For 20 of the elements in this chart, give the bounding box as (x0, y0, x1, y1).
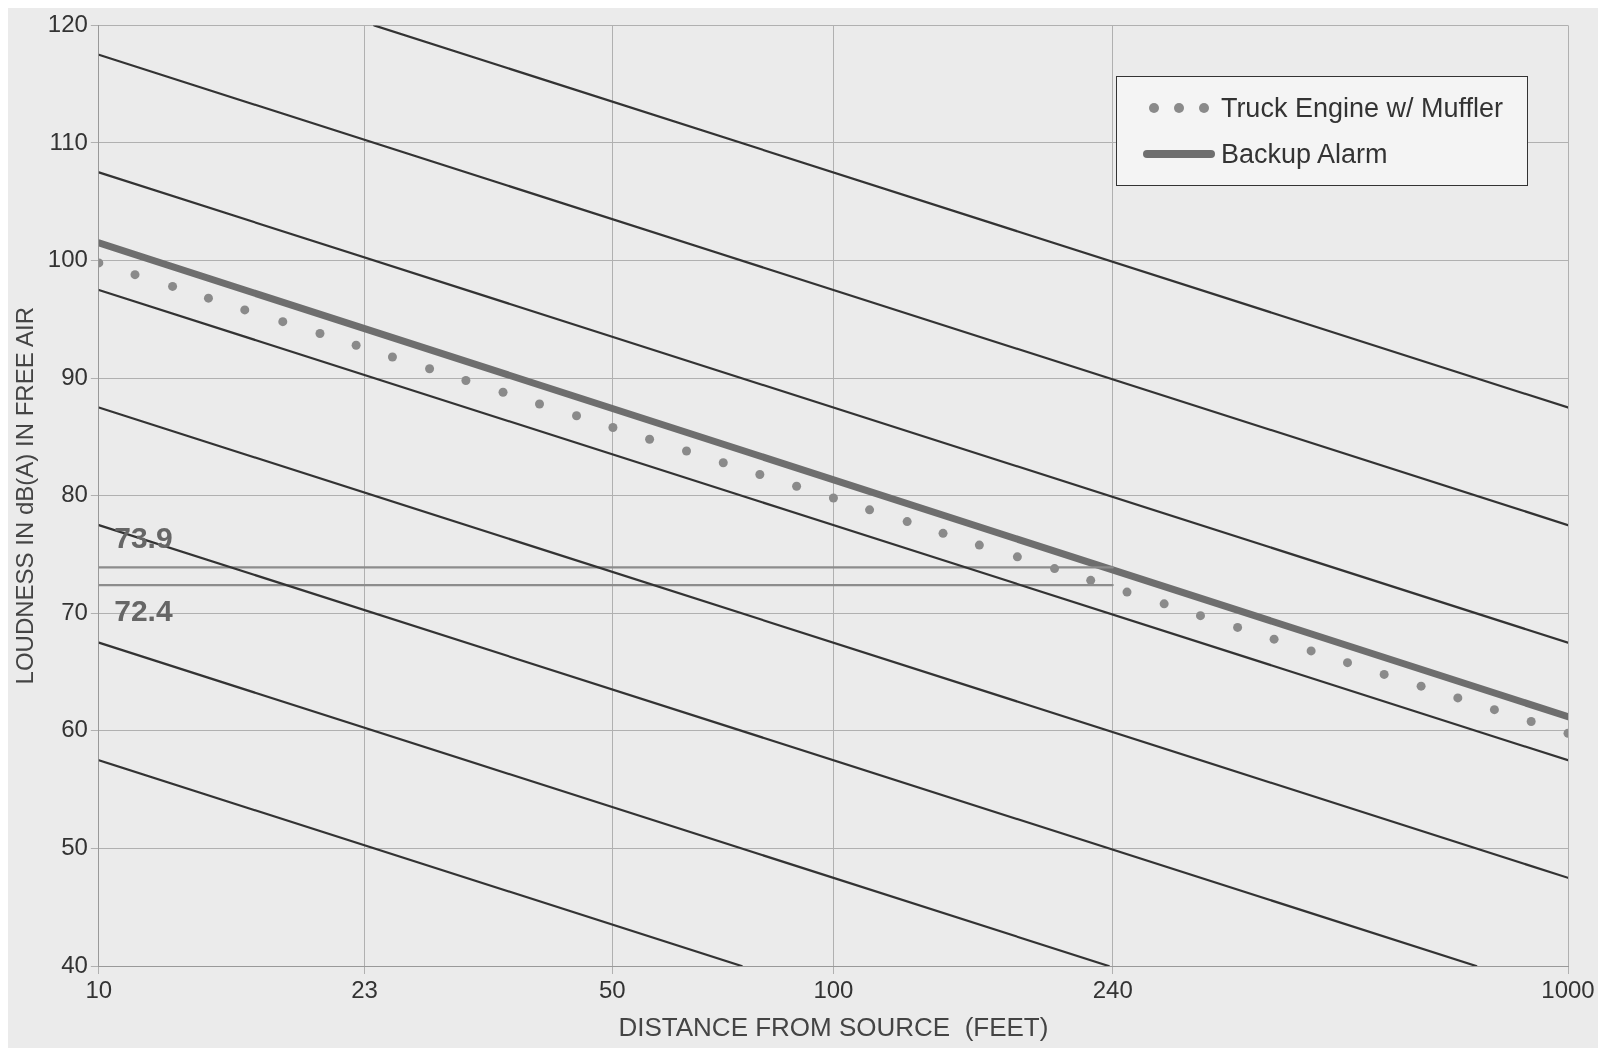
y-tick-label: 50 (61, 833, 88, 861)
y-tick-label: 60 (61, 715, 88, 743)
x-axis-title: DISTANCE FROM SOURCE (FEET) (618, 1011, 1049, 1042)
y-tick-label: 70 (61, 597, 88, 625)
annotation: 72.4 (114, 594, 173, 628)
y-tick-label: 40 (61, 950, 88, 978)
x-tick-label: 50 (598, 976, 626, 1004)
y-tick-label: 80 (61, 480, 88, 508)
y-tick-label: 90 (61, 362, 88, 390)
y-tick-label: 120 (47, 10, 88, 38)
legend-label: Backup Alarm (1220, 138, 1388, 170)
x-tick-label: 23 (351, 976, 378, 1004)
y-tick-label: 100 (47, 245, 88, 273)
x-tick-label: 240 (1092, 976, 1133, 1004)
x-tick-label: 10 (85, 976, 113, 1004)
y-axis-title: LOUDNESS IN dB(A) IN FREE AIR (11, 306, 39, 685)
x-tick-label: 100 (813, 976, 854, 1004)
y-tick-label: 110 (49, 127, 88, 155)
legend-label: Truck Engine w/ Muffler (1220, 92, 1503, 124)
x-tick-label: 1000 (1541, 976, 1595, 1004)
